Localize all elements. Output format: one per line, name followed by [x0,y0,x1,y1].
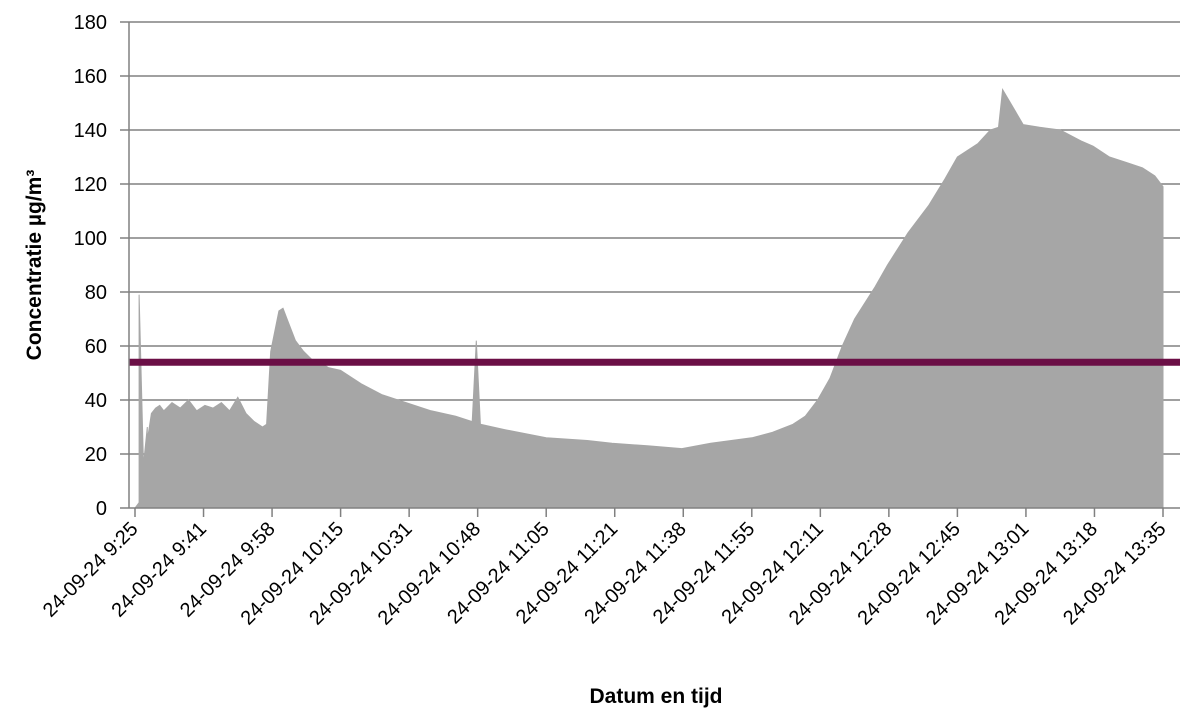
y-tick-labels: 0 20 40 60 80 100 120 140 160 180 [74,12,107,520]
y-tick-label: 100 [74,228,107,250]
y-tick-label: 80 [85,282,107,304]
y-tick-label: 40 [85,390,107,412]
x-axis-title: Datum en tijd [589,685,722,708]
y-tick-label: 120 [74,174,107,196]
y-tick-label: 60 [85,336,107,358]
y-tick-label: 0 [96,498,107,520]
data-area-layer [133,87,1164,509]
y-tick-label: 20 [85,444,107,466]
y-axis-title: Concentratie µg/m³ [23,170,46,361]
axes [120,21,1180,517]
y-tick-label: 140 [74,120,107,142]
y-tick-label: 160 [74,66,107,88]
concentration-area [133,87,1164,509]
y-tick-label: 180 [74,12,107,34]
